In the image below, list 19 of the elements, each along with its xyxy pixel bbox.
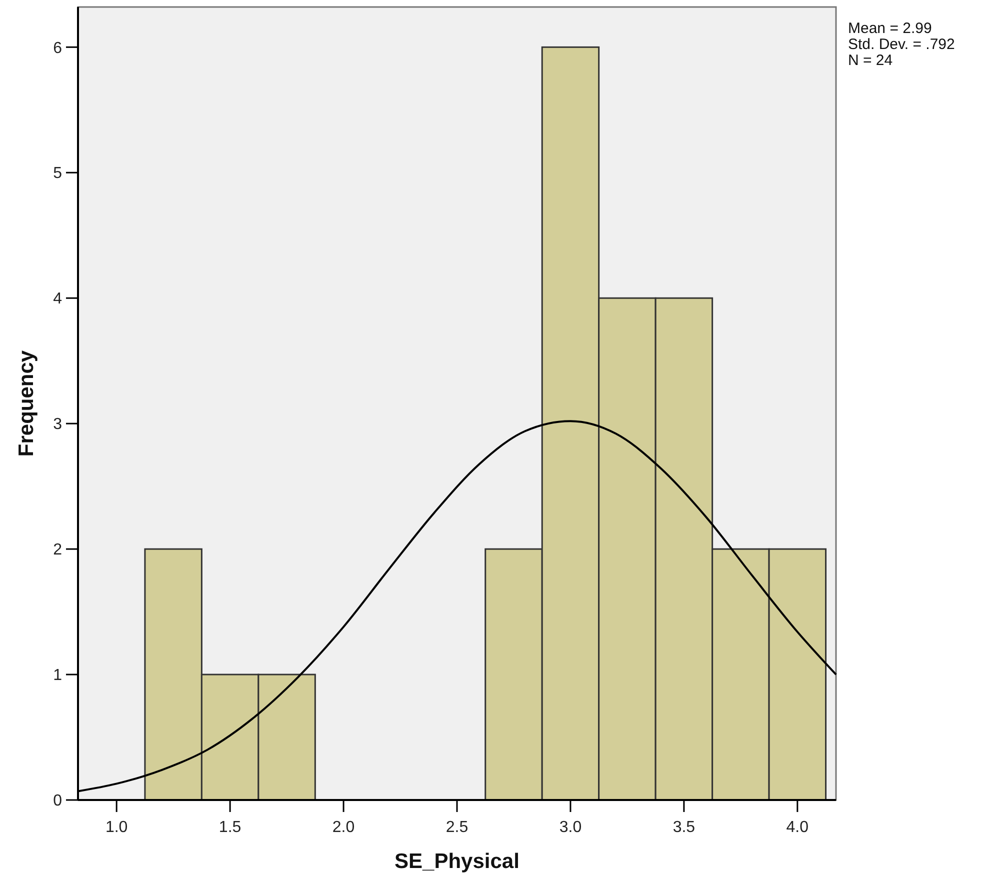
x-tick-label: 3.5	[672, 819, 696, 836]
y-tick-label: 0	[53, 792, 62, 810]
x-axis-title: SE_Physical	[394, 850, 520, 873]
text: N = 24	[848, 52, 893, 69]
y-tick-label: 6	[53, 40, 62, 57]
y-tick-label: 2	[53, 542, 62, 559]
x-tick-label: 2.5	[446, 819, 468, 836]
y-tick-label: 3	[53, 416, 62, 434]
y-tick-label: 5	[53, 165, 62, 182]
x-tick-label: 2.0	[332, 819, 355, 836]
x-tick-label: 3.0	[559, 819, 582, 836]
x-tick-label: 1.5	[218, 819, 242, 836]
y-tick-label: 4	[53, 290, 62, 308]
x-tick-label: 1.0	[105, 819, 128, 836]
x-tick-label: 4.0	[786, 819, 809, 836]
y-axis-title: Frequency	[15, 350, 38, 457]
text: Std. Dev. = .792	[848, 36, 955, 53]
y-tick-label: 1	[53, 667, 62, 684]
text: Mean = 2.99	[848, 20, 932, 37]
